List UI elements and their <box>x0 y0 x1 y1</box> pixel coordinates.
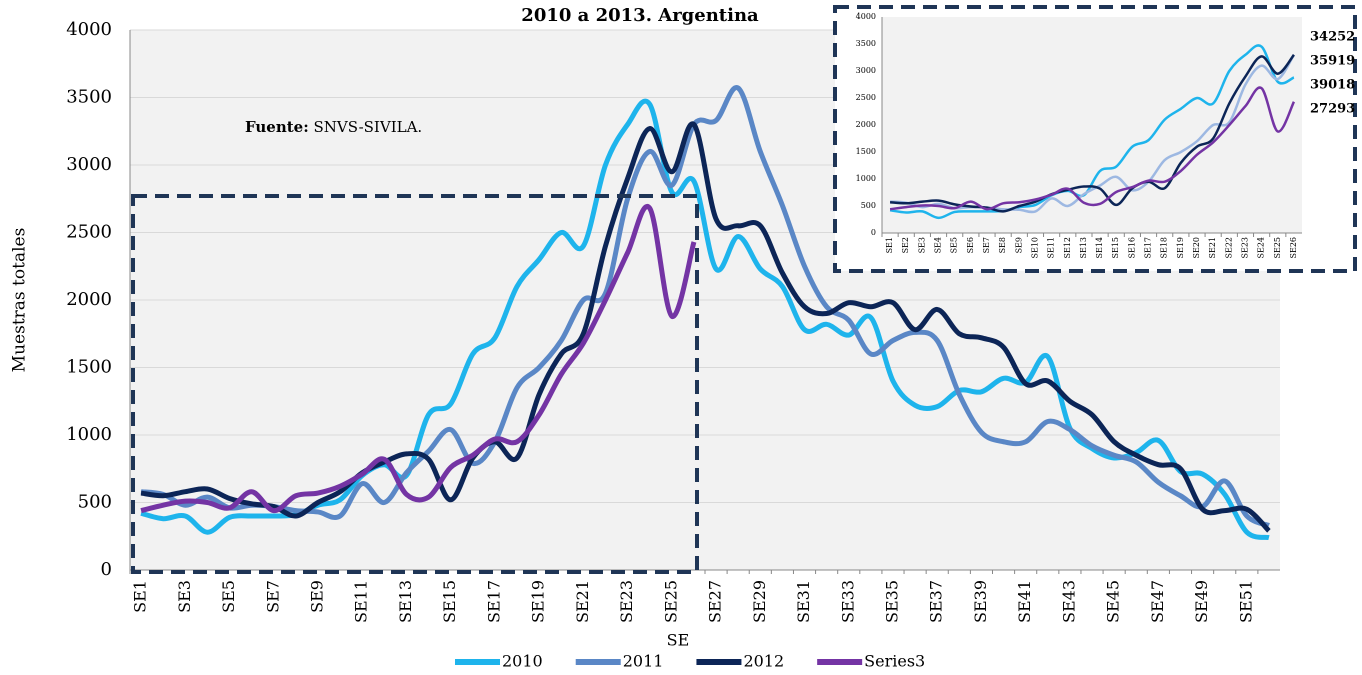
x-tick-label: SE25 <box>1273 237 1282 259</box>
x-tick-label: SE35 <box>882 580 901 623</box>
x-tick-label: SE5 <box>950 237 959 253</box>
y-tick-label: 2000 <box>66 289 112 310</box>
x-tick-label: SE31 <box>794 580 813 623</box>
x-tick-label: SE33 <box>838 580 857 623</box>
main-plot: 0 500 1000 1500 2000 2500 3000 3500 4000 SE1 SE3 SE… <box>66 19 1280 623</box>
x-axis-title: SE <box>667 631 690 650</box>
x-tick-label: SE43 <box>1059 580 1078 623</box>
x-tick-label: SE11 <box>1047 237 1056 259</box>
y-tick-label: 3500 <box>66 87 112 108</box>
x-tick-label: SE22 <box>1224 237 1233 259</box>
x-tick-label: SE19 <box>529 580 548 623</box>
x-tick-label: SE21 <box>1208 237 1217 259</box>
y-tick-label: 0 <box>871 228 876 237</box>
y-tick-label: 500 <box>78 492 112 513</box>
legend-label: 2012 <box>743 652 784 671</box>
x-tick-label: SE37 <box>927 580 946 623</box>
y-tick-label: 1000 <box>856 174 876 183</box>
legend: 2010 2011 2012 Series3 <box>455 652 925 671</box>
y-tick-label: 2500 <box>66 222 112 243</box>
x-tick-label: SE3 <box>917 237 926 253</box>
x-tick-label: SE21 <box>573 580 592 623</box>
source: SNVS-SIVILA. <box>314 118 423 136</box>
annotation: 39018 <box>1310 78 1355 93</box>
annotation: 27293 <box>1310 102 1355 117</box>
x-tick-label: SE3 <box>175 580 194 613</box>
x-tick-label: SE39 <box>971 580 990 623</box>
line-series <box>889 86 1296 211</box>
annotation: 35919 <box>1310 54 1355 69</box>
y-tick-label: 2500 <box>856 93 876 102</box>
x-tick-label: SE18 <box>1160 237 1169 259</box>
x-tick-label: SE15 <box>440 580 459 623</box>
x-tick-label: SE26 <box>1289 237 1298 259</box>
x-tick-label: SE9 <box>1014 237 1023 253</box>
y-tick-label: 1000 <box>66 424 112 445</box>
x-tick-label: SE16 <box>1127 237 1136 259</box>
y-tick-label: 500 <box>861 201 876 210</box>
x-tick-label: SE15 <box>1111 237 1120 259</box>
x-tick-label: SE7 <box>982 237 991 253</box>
x-tick-label: SE45 <box>1104 580 1123 623</box>
x-tick-label: SE1 <box>131 580 150 613</box>
y-tick-label: 2000 <box>856 120 876 129</box>
line-series <box>140 98 1270 541</box>
highlight-box <box>131 194 699 574</box>
x-tick-label: SE4 <box>934 237 943 253</box>
x-tick-label: SE14 <box>1095 237 1104 259</box>
x-tick-label: SE5 <box>219 580 238 613</box>
y-tick-label: 4000 <box>66 19 112 40</box>
y-tick-label: 1500 <box>66 357 112 378</box>
x-tick-label: SE25 <box>661 580 680 623</box>
x-tick-label: SE20 <box>1192 237 1201 259</box>
x-tick-label: SE10 <box>1030 237 1039 259</box>
x-tick-label: SE13 <box>396 580 415 623</box>
inset-plot: 0 500 1000 1500 2000 2500 3000 3500 4000 SE1 SE2 SE… <box>856 12 1356 259</box>
line-series <box>140 85 1270 528</box>
line-series <box>889 44 1295 220</box>
x-tick-label: SE23 <box>1240 237 1249 259</box>
legend-label: 2011 <box>623 652 664 671</box>
chart-title: 2010 a 2013. Argentina <box>521 5 759 26</box>
annotation: 34252 <box>1310 30 1355 45</box>
x-tick-label: SE1 <box>885 237 894 253</box>
y-axis-title: Muestras totales <box>10 228 30 373</box>
x-tick-label: SE7 <box>263 580 282 613</box>
x-tick-label: SE51 <box>1236 580 1255 623</box>
line-series <box>140 121 1271 533</box>
x-tick-label: SE11 <box>352 580 371 623</box>
x-tick-label: SE41 <box>1015 580 1034 623</box>
x-tick-label: SE19 <box>1176 237 1185 259</box>
x-tick-label: SE27 <box>706 580 725 623</box>
x-tick-label: SE17 <box>484 580 503 623</box>
y-tick-label: 3500 <box>856 39 876 48</box>
inset-plot-area <box>882 17 1302 233</box>
y-tick-label: 3000 <box>66 154 112 175</box>
x-tick-label: SE13 <box>1079 237 1088 259</box>
x-tick-label: SE17 <box>1144 237 1153 259</box>
line-series <box>889 53 1295 213</box>
x-tick-label: SE6 <box>966 237 975 253</box>
y-tick-label: 1500 <box>856 147 876 156</box>
x-tick-label: SE29 <box>750 580 769 623</box>
x-tick-label: SE24 <box>1257 237 1266 259</box>
legend-label: Series3 <box>864 652 925 671</box>
x-tick-label: SE2 <box>901 237 910 253</box>
line-series <box>140 203 697 514</box>
x-tick-label: SE9 <box>307 580 326 613</box>
source-note: Fuente: SNVS-SIVILA. <box>245 118 422 136</box>
x-tick-label: SE49 <box>1192 580 1211 623</box>
x-tick-label: SE12 <box>1063 237 1072 259</box>
y-tick-label: 0 <box>101 559 112 580</box>
source-label: Fuente: <box>245 118 309 136</box>
legend-label: 2010 <box>502 652 543 671</box>
y-tick-label: 4000 <box>856 12 876 21</box>
y-tick-label: 3000 <box>856 66 876 75</box>
x-tick-label: SE23 <box>617 580 636 623</box>
x-tick-label: SE8 <box>998 237 1007 253</box>
x-tick-label: SE47 <box>1148 580 1167 623</box>
